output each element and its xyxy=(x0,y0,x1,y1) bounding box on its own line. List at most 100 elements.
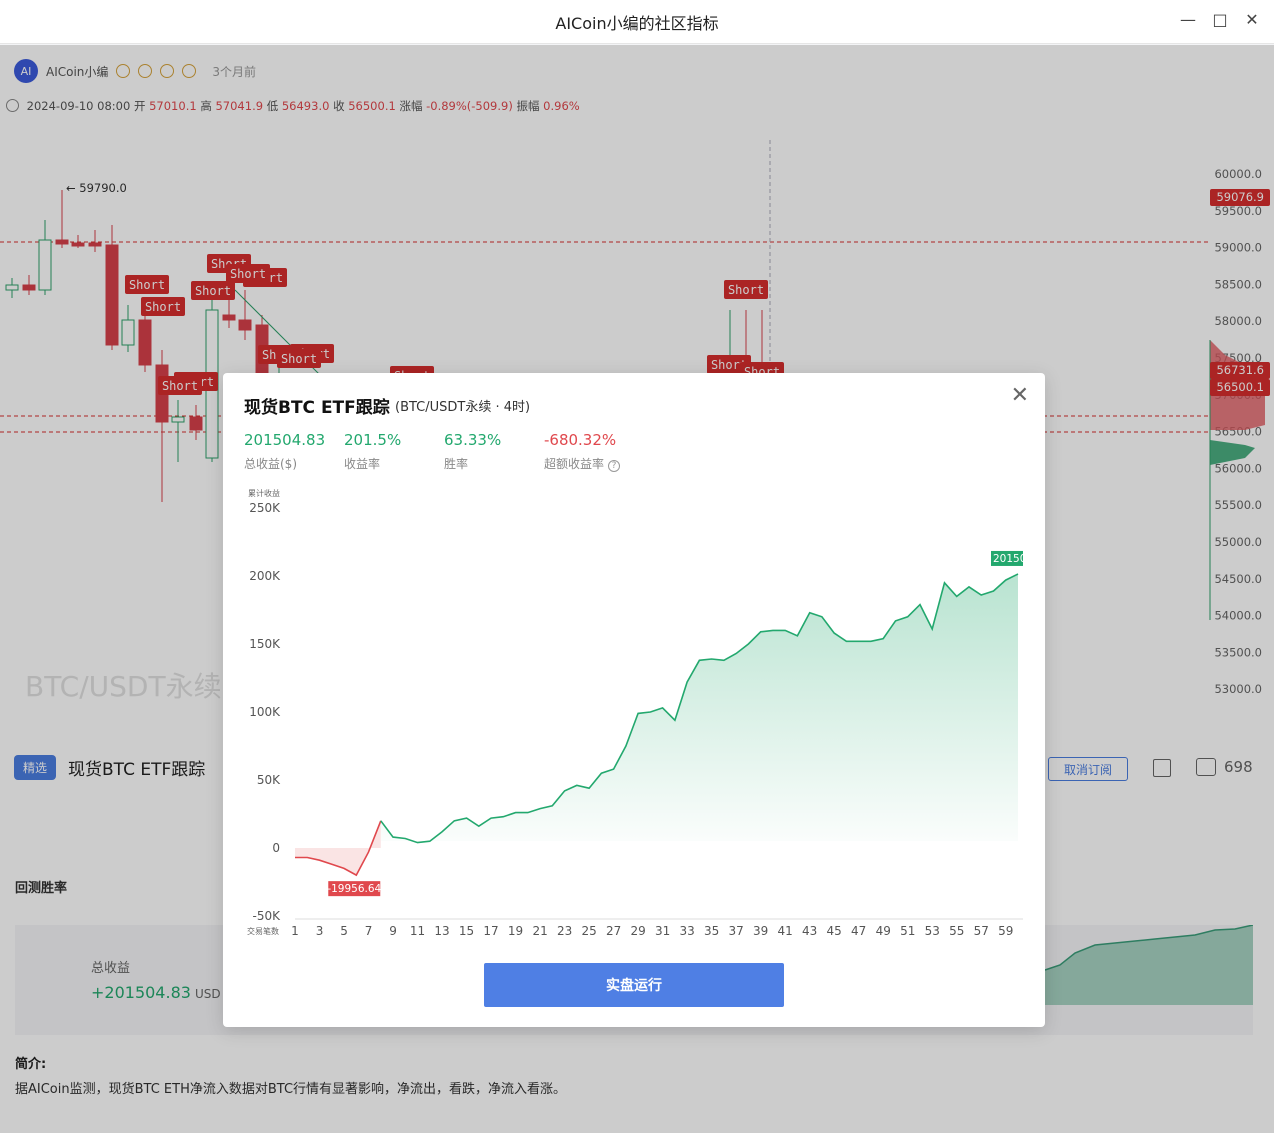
short-signal: Short xyxy=(226,264,270,283)
stat-value: -680.32% xyxy=(544,431,617,449)
like-button[interactable]: 698 xyxy=(1196,758,1253,776)
strategy-header: 精选 现货BTC ETF跟踪 xyxy=(14,755,205,780)
close-window-icon[interactable]: ✕ xyxy=(1245,10,1259,29)
change-label: 涨幅 xyxy=(399,99,423,113)
short-signal-bg xyxy=(191,281,235,300)
total-number: +201504.83 xyxy=(91,983,191,1002)
candle-body xyxy=(222,314,236,321)
total-unit: USD xyxy=(194,987,221,1001)
open-value: 57010.1 xyxy=(149,99,197,113)
candle-body xyxy=(238,319,252,331)
intro-text: 据AICoin监测，现货BTC ETH净流入数据对BTC行情有显著影响，净流出，… xyxy=(15,1082,567,1097)
badge-icon xyxy=(116,64,131,78)
short-signal-label: Short xyxy=(281,352,317,366)
price-axis-label: 56000.0 xyxy=(1214,461,1262,475)
stat-label-text: 超额收益率 xyxy=(544,457,605,471)
stat-label: 总收益($) xyxy=(244,457,297,471)
high-marker: ← 59790.0 xyxy=(66,181,127,195)
author-name[interactable]: AICoin小编 xyxy=(46,64,109,79)
x-tick-label: 51 xyxy=(900,924,915,938)
short-signal: Short xyxy=(724,280,768,299)
x-tick-label: 45 xyxy=(827,924,842,938)
stat-label: 超额收益率? xyxy=(544,455,621,472)
ohlc-date: 2024-09-10 08:00 xyxy=(26,99,131,113)
x-tick-label: 1 xyxy=(291,924,299,938)
price-axis-label: 55000.0 xyxy=(1214,535,1262,549)
y-tick-label: 150K xyxy=(249,637,281,651)
y-tick-label: 0 xyxy=(272,841,280,855)
short-signal-label: Short xyxy=(195,284,231,298)
ohlc-bar: 2024-09-10 08:00 开 57010.1 高 57041.9 低 5… xyxy=(6,98,580,114)
x-axis-title: 交易笔数 xyxy=(247,926,279,936)
unsubscribe-button[interactable]: 取消订阅 xyxy=(1048,757,1128,781)
backtest-section-title: 回测胜率 xyxy=(15,881,68,896)
run-live-button[interactable]: 实盘运行 xyxy=(484,963,784,1007)
x-tick-label: 59 xyxy=(998,924,1013,938)
loss-line xyxy=(295,820,382,877)
profit-area xyxy=(380,574,1018,843)
minimize-icon[interactable]: — xyxy=(1180,10,1196,29)
x-tick-label: 15 xyxy=(459,924,474,938)
close-label: 收 xyxy=(333,99,345,113)
short-signal-label: Short xyxy=(728,283,764,297)
loss-area xyxy=(295,820,381,876)
post-time: 3个月前 xyxy=(212,64,257,79)
price-axis-label: 53000.0 xyxy=(1214,682,1262,696)
stat-value: 201504.83 xyxy=(244,431,326,449)
modal-subtitle: (BTC/USDT永续 · 4时) xyxy=(395,400,531,415)
high-value: 57041.9 xyxy=(215,99,264,113)
x-tick-label: 39 xyxy=(753,924,768,938)
min-value-badge-bg xyxy=(328,881,381,897)
candle-body xyxy=(71,242,85,247)
short-signal: Short xyxy=(191,281,235,300)
close-icon[interactable]: ✕ xyxy=(1010,383,1029,408)
x-tick-label: 35 xyxy=(704,924,719,938)
maximize-icon[interactable]: □ xyxy=(1212,10,1228,29)
stat-value: 201.5% xyxy=(344,431,402,449)
volume-profile-buy xyxy=(1210,440,1255,465)
total-label: 总收益 xyxy=(91,961,131,976)
amp-label: 振幅 xyxy=(516,99,540,113)
y-tick-label: 100K xyxy=(249,705,281,719)
mini-curve xyxy=(1044,925,1253,1005)
collapse-icon[interactable] xyxy=(6,99,19,112)
window-titlebar: AICoin小编的社区指标 — □ ✕ xyxy=(0,0,1274,44)
short-signal-label: Short xyxy=(162,379,198,393)
short-signal-label: Short xyxy=(711,358,747,372)
x-tick-label: 11 xyxy=(410,924,425,938)
x-tick-label: 49 xyxy=(876,924,891,938)
short-signal: Short xyxy=(277,349,321,368)
short-signal-label: Short xyxy=(145,300,181,314)
x-tick-label: 21 xyxy=(532,924,547,938)
help-icon[interactable]: ? xyxy=(608,460,621,472)
x-tick-label: 53 xyxy=(925,924,940,938)
x-tick-label: 37 xyxy=(729,924,744,938)
x-tick-label: 17 xyxy=(483,924,498,938)
stat-return: 201.5% 收益率 xyxy=(344,431,401,472)
price-axis-label: 58000.0 xyxy=(1214,314,1262,328)
intro-title: 简介: xyxy=(15,1057,47,1072)
x-tick-label: 13 xyxy=(434,924,449,938)
x-tick-label: 29 xyxy=(630,924,645,938)
price-axis-label: 60000.0 xyxy=(1214,167,1262,181)
candle-body xyxy=(171,416,185,423)
backtest-modal: 现货BTC ETF跟踪 (BTC/USDT永续 · 4时) ✕ 201504.8… xyxy=(223,373,1045,1027)
stat-label: 胜率 xyxy=(444,457,469,471)
price-tag: 59076.9 xyxy=(1210,189,1270,206)
stat-value: 63.33% xyxy=(444,431,502,449)
stat-winrate: 63.33% 胜率 xyxy=(444,431,501,472)
min-value-badge: -19956.64 xyxy=(327,883,381,895)
share-icon[interactable] xyxy=(1153,759,1171,777)
price-axis-label: 59500.0 xyxy=(1214,204,1262,218)
y-tick-label: 50K xyxy=(257,773,281,787)
x-tick-label: 25 xyxy=(581,924,596,938)
avatar[interactable]: AI xyxy=(14,59,38,83)
y-tick-label: 200K xyxy=(249,569,281,583)
author-info: AI AICoin小编 3个月前 xyxy=(14,59,256,83)
x-tick-label: 9 xyxy=(389,924,397,938)
x-tick-label: 41 xyxy=(778,924,793,938)
short-signal-bg xyxy=(277,349,321,368)
candle-body xyxy=(55,239,69,245)
short-signal-bg xyxy=(125,275,169,294)
total-value: +201504.83 USD xyxy=(91,983,221,1002)
